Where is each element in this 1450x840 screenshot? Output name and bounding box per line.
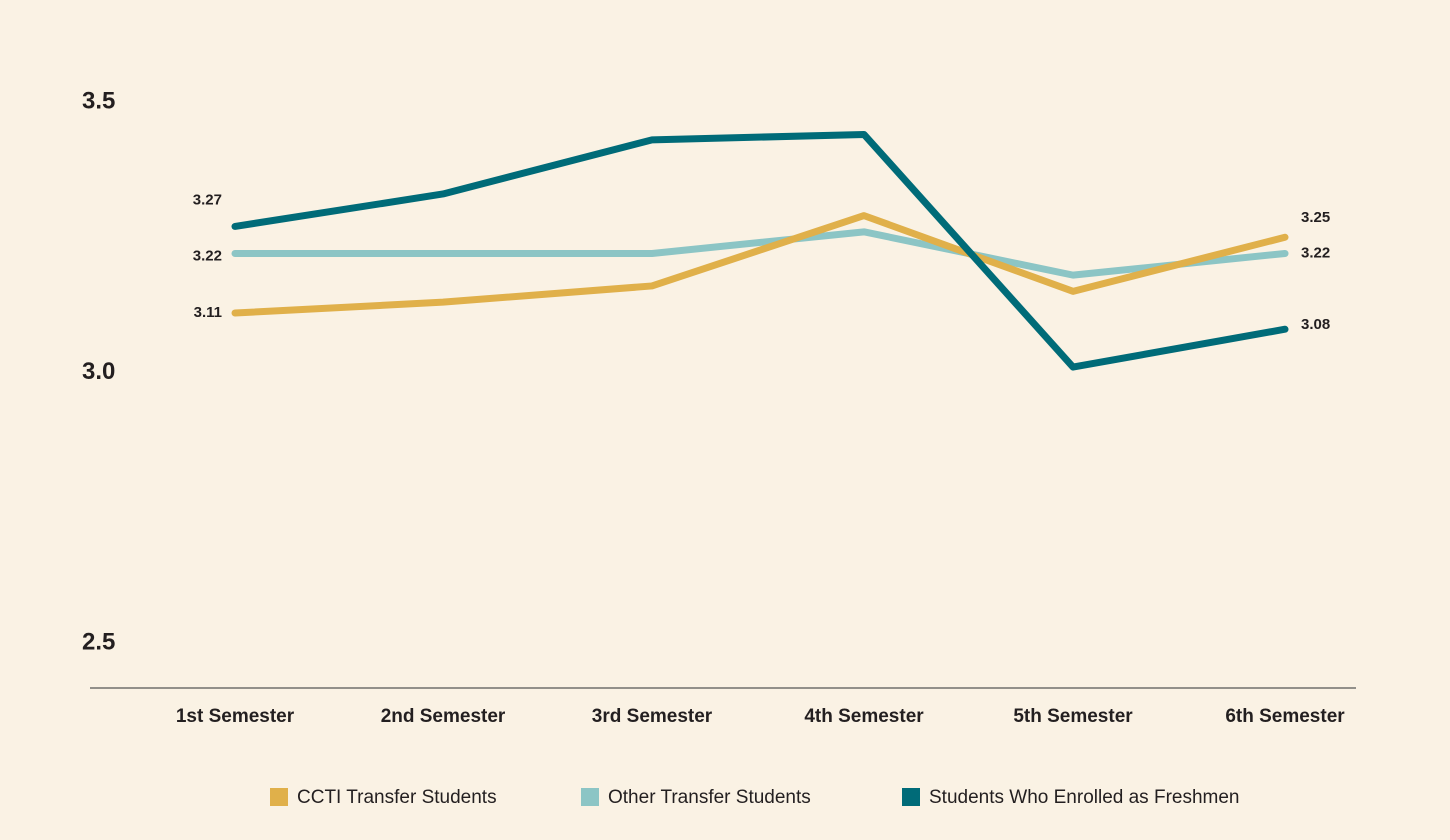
x-tick-label: 1st Semester bbox=[176, 706, 295, 727]
legend-swatch bbox=[270, 788, 288, 806]
x-tick-label: 5th Semester bbox=[1013, 706, 1133, 727]
legend-label: CCTI Transfer Students bbox=[297, 787, 497, 808]
legend-swatch bbox=[902, 788, 920, 806]
y-tick-label: 2.5 bbox=[82, 628, 115, 655]
x-tick-label: 6th Semester bbox=[1225, 706, 1345, 727]
data-label: 3.22 bbox=[1301, 244, 1330, 261]
x-tick-label: 2nd Semester bbox=[381, 706, 506, 727]
data-label: 3.27 bbox=[193, 191, 222, 208]
y-tick-label: 3.5 bbox=[82, 87, 115, 114]
data-label: 3.11 bbox=[194, 304, 222, 321]
data-label: 3.25 bbox=[1301, 209, 1330, 226]
x-tick-label: 3rd Semester bbox=[592, 706, 713, 727]
x-tick-label: 4th Semester bbox=[804, 706, 924, 727]
data-label: 3.22 bbox=[193, 247, 222, 264]
data-label: 3.08 bbox=[1301, 316, 1330, 333]
legend-swatch bbox=[581, 788, 599, 806]
series-line bbox=[231, 130, 1289, 371]
y-tick-label: 3.0 bbox=[82, 358, 115, 385]
series-line bbox=[231, 228, 1289, 279]
series-line bbox=[231, 212, 1289, 317]
legend-label: Students Who Enrolled as Freshmen bbox=[929, 787, 1240, 808]
legend-label: Other Transfer Students bbox=[608, 787, 811, 808]
